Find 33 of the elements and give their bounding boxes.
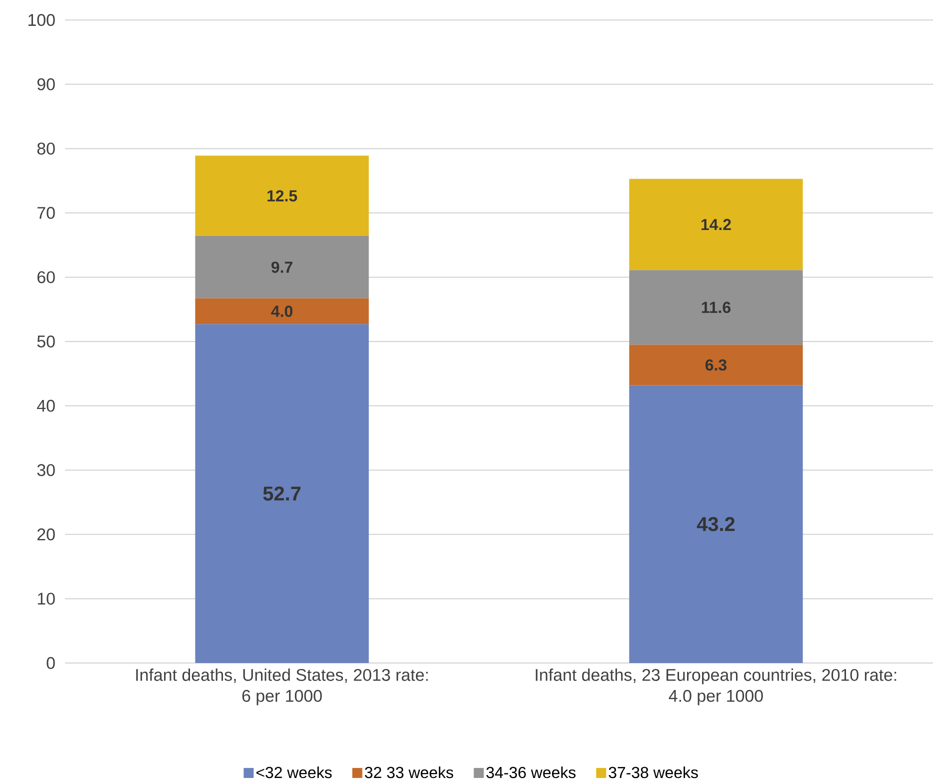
x-tick-label: Infant deaths, United States, 2013 rate: 6 per 1000 — [136, 668, 428, 706]
y-tick-label: 70 — [38, 206, 55, 219]
data-label: 52.7 — [263, 486, 301, 501]
data-label: 9.7 — [271, 262, 292, 273]
y-tick-label: 60 — [38, 271, 55, 284]
bar — [195, 298, 369, 324]
bar — [629, 385, 803, 663]
data-label: 4.0 — [271, 306, 292, 317]
data-label: 12.5 — [267, 190, 298, 202]
legend-label: 32 33 weeks — [364, 766, 454, 778]
data-label: 6.3 — [706, 359, 726, 371]
y-tick-label: 40 — [37, 400, 55, 412]
data-label: 14.2 — [701, 218, 731, 230]
x-tick-label: Infant deaths, 23 European countries, 2010 rate: 4.0 per 1000 — [536, 668, 896, 706]
bar — [629, 178, 803, 270]
y-tick-label: 50 — [37, 336, 55, 348]
legend-label: 37-38 weeks — [608, 766, 698, 778]
y-tick-label: 0 — [46, 657, 55, 670]
y-tick-label: 90 — [37, 78, 55, 90]
bar — [629, 270, 803, 345]
data-label: 11.6 — [702, 302, 730, 314]
bar — [195, 324, 369, 663]
legend-label: <32 weeks — [256, 766, 332, 778]
y-tick-label: 100 — [28, 14, 55, 26]
bar — [195, 236, 369, 298]
y-tick-label: 10 — [38, 592, 55, 605]
bar — [629, 344, 803, 386]
y-tick-label: 30 — [37, 464, 55, 476]
y-tick-label: 80 — [37, 142, 55, 155]
legend-label: 34-36 weeks — [486, 766, 576, 778]
y-tick-label: 20 — [38, 528, 55, 540]
data-label: 43.2 — [696, 517, 735, 532]
bar — [195, 156, 369, 236]
